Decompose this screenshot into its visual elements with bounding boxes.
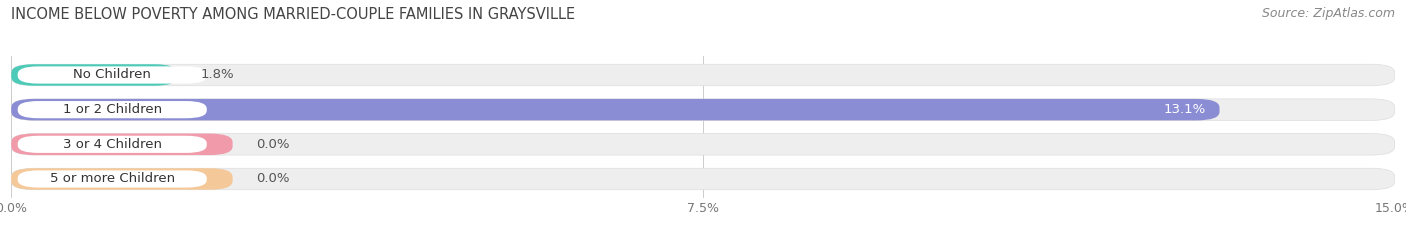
Text: 0.0%: 0.0% (256, 172, 290, 185)
FancyBboxPatch shape (18, 101, 207, 118)
Text: 5 or more Children: 5 or more Children (49, 172, 174, 185)
FancyBboxPatch shape (11, 99, 1219, 120)
FancyBboxPatch shape (18, 170, 207, 188)
Text: No Children: No Children (73, 69, 152, 82)
Text: 1 or 2 Children: 1 or 2 Children (63, 103, 162, 116)
FancyBboxPatch shape (18, 66, 207, 84)
Text: Source: ZipAtlas.com: Source: ZipAtlas.com (1261, 7, 1395, 20)
FancyBboxPatch shape (18, 136, 207, 153)
Text: 0.0%: 0.0% (256, 138, 290, 151)
FancyBboxPatch shape (11, 168, 1395, 190)
FancyBboxPatch shape (11, 134, 232, 155)
FancyBboxPatch shape (11, 64, 177, 86)
Text: 13.1%: 13.1% (1163, 103, 1206, 116)
Text: 1.8%: 1.8% (200, 69, 233, 82)
FancyBboxPatch shape (11, 134, 1395, 155)
Text: 3 or 4 Children: 3 or 4 Children (63, 138, 162, 151)
FancyBboxPatch shape (11, 168, 232, 190)
FancyBboxPatch shape (11, 99, 1395, 120)
Text: INCOME BELOW POVERTY AMONG MARRIED-COUPLE FAMILIES IN GRAYSVILLE: INCOME BELOW POVERTY AMONG MARRIED-COUPL… (11, 7, 575, 22)
FancyBboxPatch shape (11, 64, 1395, 86)
